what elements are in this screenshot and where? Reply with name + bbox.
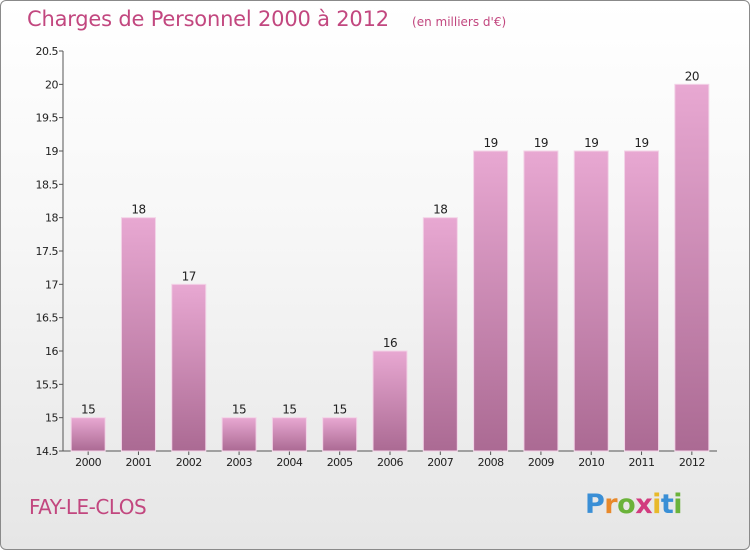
x-tick-label: 2011 bbox=[629, 456, 655, 469]
logo-letter: t bbox=[660, 489, 674, 520]
bar-2009 bbox=[523, 150, 559, 452]
bar-2011 bbox=[624, 150, 660, 452]
x-tick-label: 2000 bbox=[75, 456, 101, 469]
value-label: 15 bbox=[81, 403, 95, 417]
y-tick-label: 20 bbox=[45, 78, 58, 91]
x-tick-label: 2009 bbox=[528, 456, 554, 469]
x-tick-label: 2001 bbox=[125, 456, 151, 469]
value-label: 17 bbox=[182, 269, 196, 283]
value-label: 19 bbox=[634, 136, 648, 150]
y-tick-label: 16 bbox=[45, 345, 58, 358]
proxiti-logo[interactable]: Proxiti bbox=[585, 489, 683, 520]
chart-axes: 14.5 15 15.5 16 16.5 17 17.5 18 18.5 19 19.5 20 20.5 bbox=[36, 45, 717, 458]
value-label: 15 bbox=[282, 403, 296, 417]
y-tick-label: 19 bbox=[45, 145, 58, 158]
bar-2006 bbox=[372, 350, 408, 452]
logo-letter: x bbox=[635, 489, 653, 520]
value-label: 18 bbox=[433, 203, 447, 217]
value-label: 19 bbox=[483, 136, 497, 150]
x-tick-label: 2006 bbox=[377, 456, 403, 469]
title-row: Charges de Personnel 2000 à 2012 (en mil… bbox=[27, 7, 506, 31]
bar-2005 bbox=[322, 417, 358, 452]
bar-2004 bbox=[271, 417, 307, 452]
value-label: 15 bbox=[333, 403, 347, 417]
y-tick-label: 15 bbox=[45, 412, 58, 425]
value-label: 20 bbox=[685, 69, 699, 83]
y-tick-label: 17 bbox=[45, 278, 58, 291]
x-tick-label: 2003 bbox=[226, 456, 252, 469]
value-label: 19 bbox=[584, 136, 598, 150]
bar-2012 bbox=[674, 83, 710, 452]
x-tick-label: 2004 bbox=[276, 456, 302, 469]
chart-subtitle: (en milliers d'€) bbox=[412, 15, 507, 29]
logo-letter: i bbox=[652, 489, 661, 520]
bar-2002 bbox=[171, 283, 207, 452]
y-tick-label: 16.5 bbox=[36, 312, 59, 325]
y-tick-label: 20.5 bbox=[36, 45, 59, 58]
bar-2010 bbox=[573, 150, 609, 452]
x-tick-label: 2007 bbox=[427, 456, 453, 469]
bar-2007 bbox=[422, 217, 458, 452]
value-label: 18 bbox=[131, 203, 145, 217]
x-tick-label: 2008 bbox=[478, 456, 504, 469]
x-tick-label: 2002 bbox=[176, 456, 202, 469]
x-tick-label: 2012 bbox=[679, 456, 705, 469]
bar-2001 bbox=[120, 217, 156, 452]
x-tick-label: 2005 bbox=[327, 456, 353, 469]
y-tick-label: 14.5 bbox=[36, 445, 59, 458]
logo-letter: r bbox=[604, 489, 618, 520]
chart-title: Charges de Personnel 2000 à 2012 bbox=[27, 7, 389, 31]
value-label: 16 bbox=[383, 336, 397, 350]
chart-bars bbox=[70, 83, 710, 452]
value-label: 15 bbox=[232, 403, 246, 417]
logo-letter: o bbox=[617, 489, 636, 520]
x-tick-label: 2010 bbox=[578, 456, 604, 469]
chart-labels: 2000 15 2001 18 2002 17 2003 15 2004 15 2005 15 2006… bbox=[75, 69, 705, 469]
y-tick-label: 18 bbox=[45, 212, 58, 225]
logo-letter: i bbox=[673, 489, 683, 520]
logo-letter: P bbox=[585, 489, 605, 520]
y-tick-label: 17.5 bbox=[36, 245, 59, 258]
y-tick-label: 19.5 bbox=[36, 112, 59, 125]
commune-name: FAY-LE-CLOS bbox=[29, 495, 147, 519]
bar-2008 bbox=[473, 150, 509, 452]
bar-2003 bbox=[221, 417, 257, 452]
bar-2000 bbox=[70, 417, 106, 452]
y-tick-label: 15.5 bbox=[36, 378, 59, 391]
value-label: 19 bbox=[534, 136, 548, 150]
y-tick-label: 18.5 bbox=[36, 178, 59, 191]
